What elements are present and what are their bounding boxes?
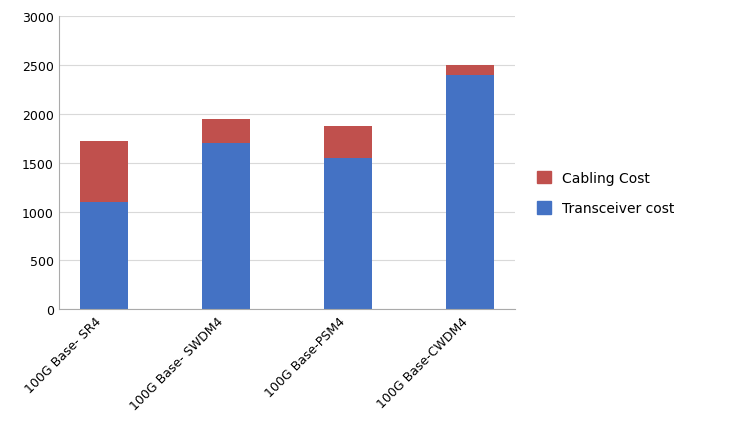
Legend: Cabling Cost, Transceiver cost: Cabling Cost, Transceiver cost	[537, 171, 674, 216]
Bar	[324, 159, 372, 310]
Bar	[202, 120, 250, 144]
Bar	[79, 203, 128, 310]
Bar	[446, 66, 495, 76]
Bar	[79, 142, 128, 203]
Bar	[324, 126, 372, 159]
Bar	[446, 76, 495, 310]
Bar	[202, 144, 250, 310]
